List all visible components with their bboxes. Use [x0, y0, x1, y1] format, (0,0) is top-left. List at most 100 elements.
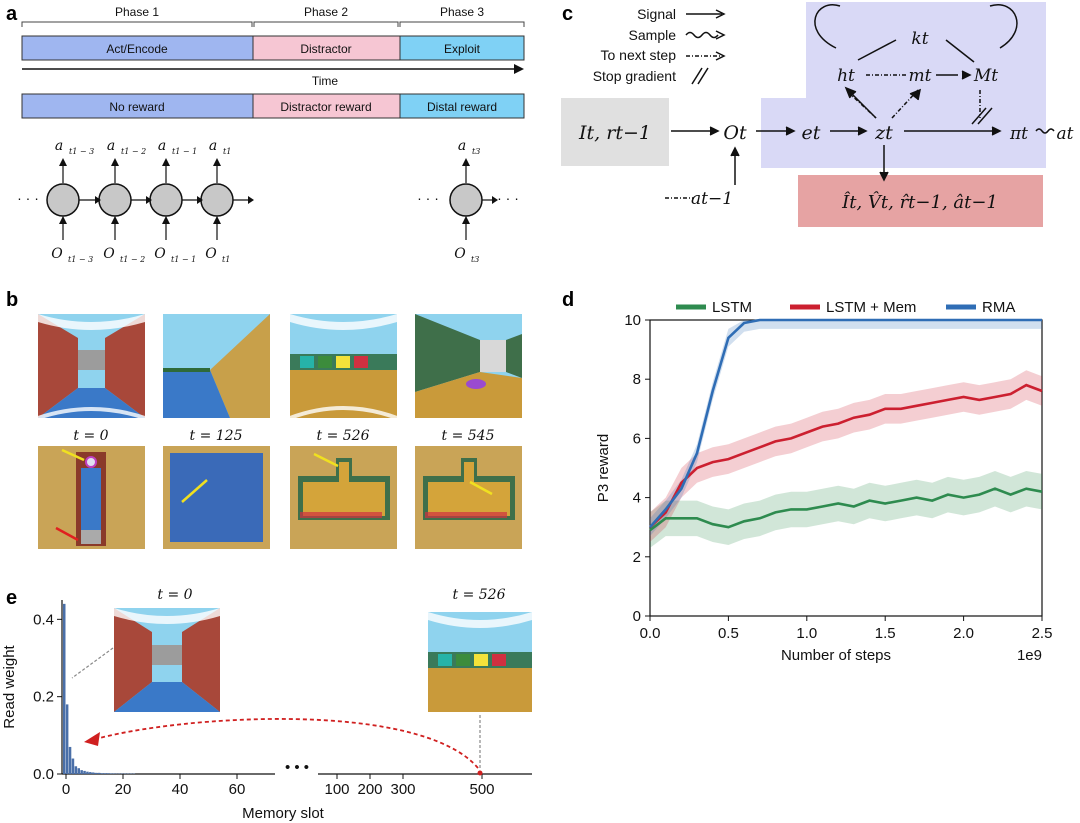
legend-label-1: LSTM + Mem	[826, 299, 916, 316]
left-ellipsis: · · ·	[17, 190, 39, 206]
map-t526	[290, 446, 397, 549]
signal-arrowhead-glyph	[715, 9, 726, 19]
obs-label-3: O	[205, 246, 217, 262]
e-y-axis-label: Read weight	[1, 644, 18, 728]
panel-letter-c: c	[562, 3, 573, 25]
e-bar	[68, 746, 72, 774]
node-z: zt	[874, 122, 893, 144]
memory-region	[761, 2, 1046, 168]
action-label-4: a	[458, 138, 466, 154]
obs-sub-0: t1 − 3	[68, 255, 93, 264]
legend-stop-gradient: Stop gradient	[593, 68, 676, 84]
e-bar	[74, 766, 78, 774]
e-bar	[97, 772, 101, 774]
view-t125	[163, 314, 270, 418]
obs-sub-1: t1 − 2	[120, 255, 145, 264]
time-label-b-2: t = 526	[317, 428, 370, 444]
phase-2-label: Phase 2	[304, 5, 348, 19]
e-bar	[86, 771, 89, 774]
view-t526	[289, 314, 398, 420]
view-t0	[37, 314, 146, 420]
map-t125	[163, 446, 270, 549]
e-recall-arc	[91, 718, 479, 769]
action-arrowhead-4	[462, 158, 470, 166]
node-o: Ot	[723, 122, 747, 144]
right-ellipsis: · · ·	[497, 190, 519, 206]
e-bar	[65, 704, 69, 774]
obs-arrowhead-1	[111, 216, 119, 224]
band-lstm	[650, 471, 1042, 548]
e-bar	[103, 773, 107, 774]
sample-arrowhead-glyph	[715, 30, 726, 40]
action-sub-4: t3	[472, 147, 480, 156]
obs-label-4: O	[454, 246, 466, 262]
phase-3-label: Phase 3	[440, 5, 484, 19]
decoder-box	[798, 175, 1043, 227]
panel-letter-a: a	[6, 3, 18, 25]
map-t545	[415, 446, 522, 549]
x-tick-label-4: 2.0	[953, 625, 974, 642]
obs-arrowhead-0	[59, 216, 67, 224]
chart-d: 0.0 0.5 1.0 1.5 2.0 2.5 0 2 4 6 8 10 Number of steps…	[595, 299, 1052, 664]
phase-1-label: Phase 1	[115, 5, 159, 19]
panel-letter-d: d	[562, 289, 574, 311]
exploit-box	[399, 35, 525, 61]
action-sub-2: t1 − 1	[172, 147, 197, 156]
distractor-reward-label: Distractor reward	[280, 100, 371, 114]
legend-label-2: RMA	[982, 299, 1015, 316]
obs-sub-4: t3	[471, 255, 479, 264]
y-tick-label-3: 6	[633, 430, 641, 447]
top-down-maps	[38, 446, 522, 549]
node-M: Mt	[973, 66, 998, 86]
action-sub-3: t1	[223, 147, 231, 156]
obs-arrowhead-3	[213, 216, 221, 224]
e-x-axis-label: Memory slot	[242, 805, 325, 822]
obs-label-2: O	[154, 246, 166, 262]
legend-signal: Signal	[637, 6, 676, 22]
distal-reward-box	[399, 93, 525, 119]
e-x-tick-label-left-3: 60	[229, 781, 246, 798]
first-person-views	[37, 314, 522, 420]
e-bar	[109, 773, 112, 774]
action-label-2: a	[158, 138, 166, 154]
recurrent-arrowhead-1	[146, 196, 152, 204]
e-x-tick-label-left-0: 0	[62, 781, 70, 798]
y-tick-label-4: 8	[633, 371, 641, 388]
action-label-1: a	[107, 138, 115, 154]
obs-arrowhead-4	[462, 216, 470, 224]
x-tick-label-2: 1.0	[796, 625, 817, 642]
e-bar	[92, 772, 95, 774]
e-bar	[83, 770, 86, 774]
e-x-tick-label-left-2: 40	[172, 781, 189, 798]
time-arrowhead	[514, 64, 524, 74]
phase-brackets	[21, 21, 525, 27]
time-label-b-1: t = 125	[190, 428, 243, 444]
action-arrowhead-0	[59, 158, 67, 166]
diagram-arrows	[665, 4, 1055, 199]
input-label: It, rt−1	[578, 122, 651, 144]
action-arrowhead-1	[111, 158, 119, 166]
node-m: mt	[909, 66, 932, 86]
act-encode-box	[21, 35, 254, 61]
panel-letter-b: b	[6, 289, 18, 311]
rnn-node-4	[449, 183, 483, 217]
sample-wave-glyph	[685, 31, 719, 39]
action-arrowhead-3	[213, 158, 221, 166]
time-label-b-0: t = 0	[73, 428, 108, 444]
x-tick-label-1: 0.5	[718, 625, 739, 642]
series-line-lstm-mem	[649, 383, 1043, 529]
time-label: Time	[312, 74, 339, 88]
x-multiplier-label: 1e9	[1017, 647, 1042, 664]
e-x-tick-label-right-1: 200	[357, 781, 382, 798]
x-axis-label: Number of steps	[781, 647, 891, 664]
e-bar	[94, 772, 98, 774]
e-bar	[63, 603, 66, 774]
e-x-tick-label-right-0: 100	[324, 781, 349, 798]
rnn-node-0	[46, 183, 80, 217]
e-x-tick-label-right-3: 500	[469, 781, 494, 798]
e-x-tick-label-right-2: 300	[390, 781, 415, 798]
e-bar	[71, 758, 75, 774]
exploit-label: Exploit	[444, 42, 481, 56]
e-axis-break: • • •	[285, 759, 309, 776]
